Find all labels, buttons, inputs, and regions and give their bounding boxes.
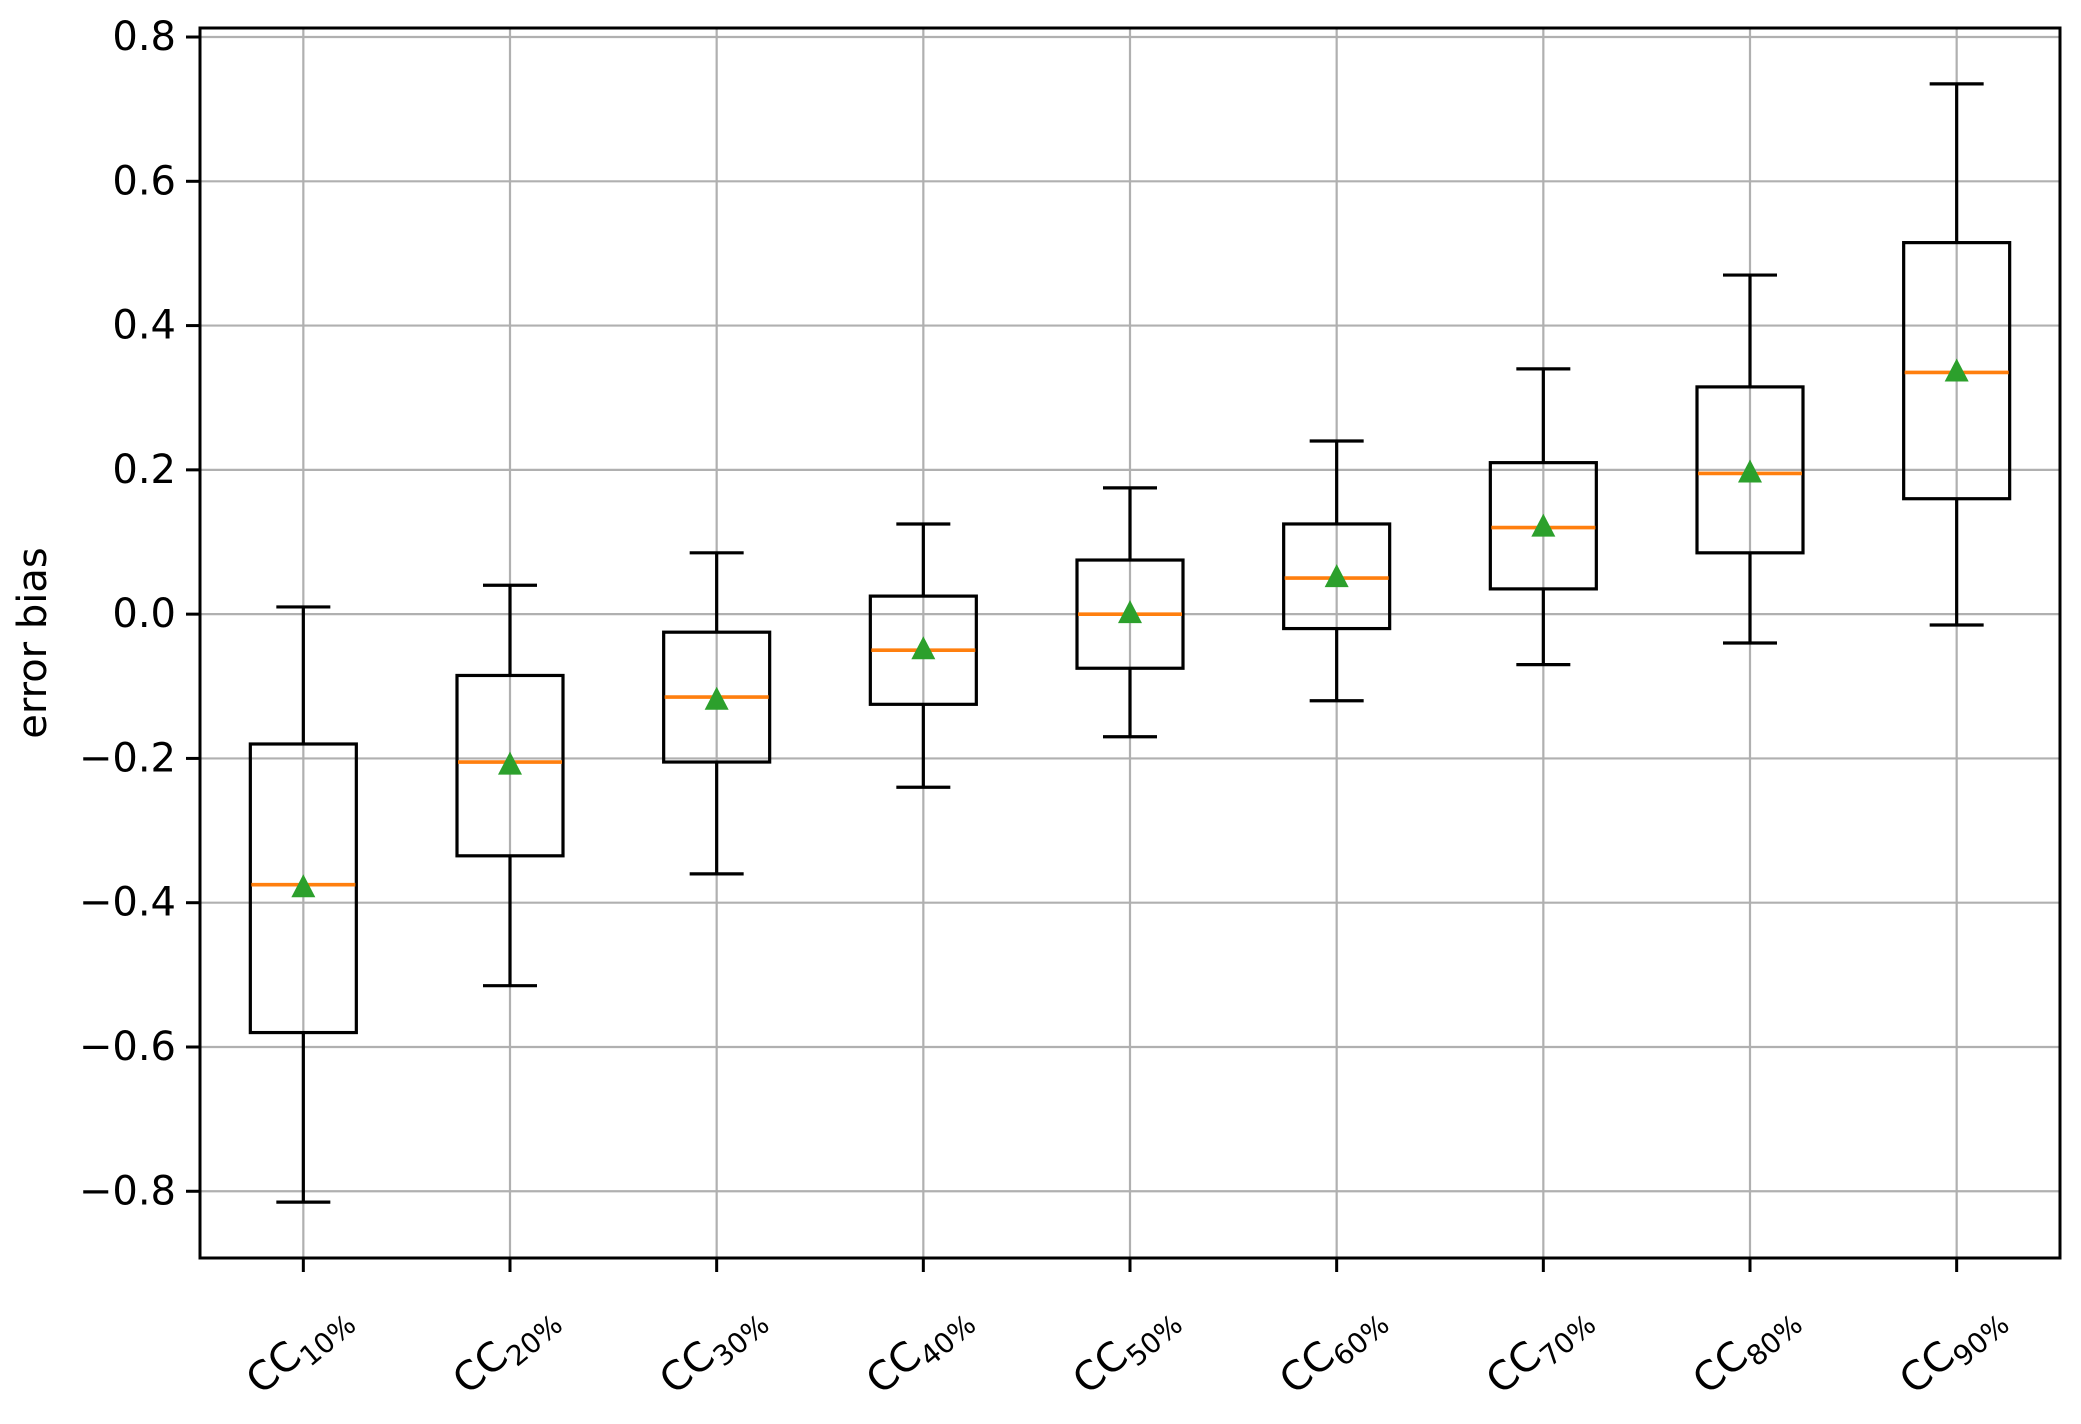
x-tick-label: CC20% xyxy=(444,1292,569,1409)
mean-marker xyxy=(704,686,729,710)
y-tick-label: −0.4 xyxy=(79,880,176,926)
x-tick-label: CC30% xyxy=(651,1292,776,1409)
y-tick-label: 0.4 xyxy=(112,303,176,349)
y-tick-label: −0.8 xyxy=(79,1168,176,1214)
box-CC90% xyxy=(1902,241,2012,501)
box-CC40% xyxy=(868,594,978,706)
y-tick-label: 0.6 xyxy=(112,158,176,204)
x-tick-label: CC40% xyxy=(858,1292,983,1409)
y-tick-label: 0.8 xyxy=(112,14,176,60)
box-CC50% xyxy=(1075,558,1185,670)
y-tick-label: 0.0 xyxy=(112,591,176,637)
mean-marker xyxy=(1944,358,1969,382)
x-tick-label: CC80% xyxy=(1684,1292,1809,1409)
y-axis-label: error bias xyxy=(10,547,56,738)
mean-marker xyxy=(498,751,522,775)
box-CC20% xyxy=(455,673,565,858)
box-CC80% xyxy=(1695,385,1805,555)
x-tick-label: CC50% xyxy=(1064,1292,1189,1409)
box-CC30% xyxy=(662,630,772,764)
mean-marker xyxy=(1118,600,1142,624)
y-tick-label: −0.6 xyxy=(79,1024,176,1070)
box-CC70% xyxy=(1488,461,1598,591)
mean-marker xyxy=(911,636,936,660)
mean-marker xyxy=(1738,459,1762,483)
y-tick-label: 0.2 xyxy=(112,447,176,493)
x-tick-label: CC70% xyxy=(1478,1292,1603,1409)
x-tick-label: CC60% xyxy=(1271,1292,1396,1409)
mean-marker xyxy=(1531,513,1556,537)
x-tick-label: CC10% xyxy=(238,1292,363,1409)
mean-marker xyxy=(291,874,316,898)
x-tick-label: CC90% xyxy=(1891,1292,2016,1409)
mean-marker xyxy=(1324,564,1349,588)
box-CC60% xyxy=(1282,522,1392,631)
y-tick-label: −0.2 xyxy=(79,735,176,781)
box-CC10% xyxy=(248,742,358,1035)
